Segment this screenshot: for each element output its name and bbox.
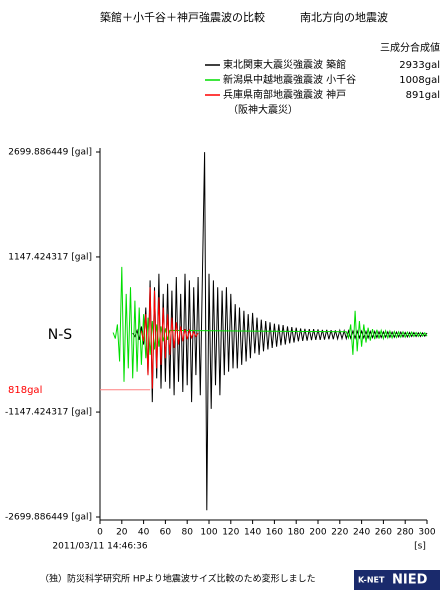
x-tick-label: 180 (288, 528, 305, 538)
legend-value: 891gal (406, 90, 440, 101)
component-label: N-S (48, 327, 73, 343)
x-tick-label: 280 (397, 528, 414, 538)
x-axis-label: 2011/03/11 14:46:36 (52, 542, 147, 552)
x-tick-label: 240 (353, 528, 370, 538)
logo-box (354, 570, 440, 590)
legend-label: 兵庫県南部地震強震波 神戸 (223, 88, 346, 101)
logo-left: K-NET (358, 576, 385, 585)
y-tick-label: -2699.886449 [gal] (5, 513, 92, 523)
x-tick-label: 140 (244, 528, 261, 538)
legend-value: 2933gal (399, 60, 440, 71)
y-tick-label: 2699.886449 [gal] (8, 148, 92, 158)
y-tick-label: -1147.424317 [gal] (5, 408, 92, 418)
x-tick-label: 60 (160, 528, 172, 538)
x-tick-label: 100 (200, 528, 217, 538)
x-unit: [s] (414, 542, 426, 552)
x-tick-label: 0 (97, 528, 103, 538)
legend-title: 三成分合成値 (380, 41, 440, 54)
x-tick-label: 40 (138, 528, 150, 538)
x-tick-label: 20 (116, 528, 128, 538)
footer: （独）防災科学研究所 HPより地震波サイズ比較のため変形しました (40, 573, 316, 585)
legend-label: 新潟県中越地震強震波 小千谷 (223, 73, 356, 86)
x-tick-label: 80 (181, 528, 193, 538)
logo-right: NIED (392, 573, 428, 588)
peak-label: 818gal (8, 385, 42, 396)
chart-subtitle: 南北方向の地震波 (300, 10, 388, 24)
legend-value: 1008gal (399, 75, 440, 86)
waveform (140, 287, 199, 389)
x-tick-label: 260 (375, 528, 392, 538)
x-tick-label: 200 (309, 528, 326, 538)
chart-title: 築館＋小千谷＋神戸強震波の比較 (100, 10, 265, 24)
x-tick-label: 160 (266, 528, 283, 538)
x-tick-label: 220 (331, 528, 348, 538)
x-tick-label: 120 (222, 528, 239, 538)
waveform (112, 266, 428, 382)
legend-label: 東北関東大震災強震波 築館 (223, 58, 346, 71)
legend-note: （阪神大震災） (228, 103, 298, 116)
y-tick-label: 1147.424317 [gal] (8, 252, 92, 262)
x-tick-label: 300 (418, 528, 435, 538)
